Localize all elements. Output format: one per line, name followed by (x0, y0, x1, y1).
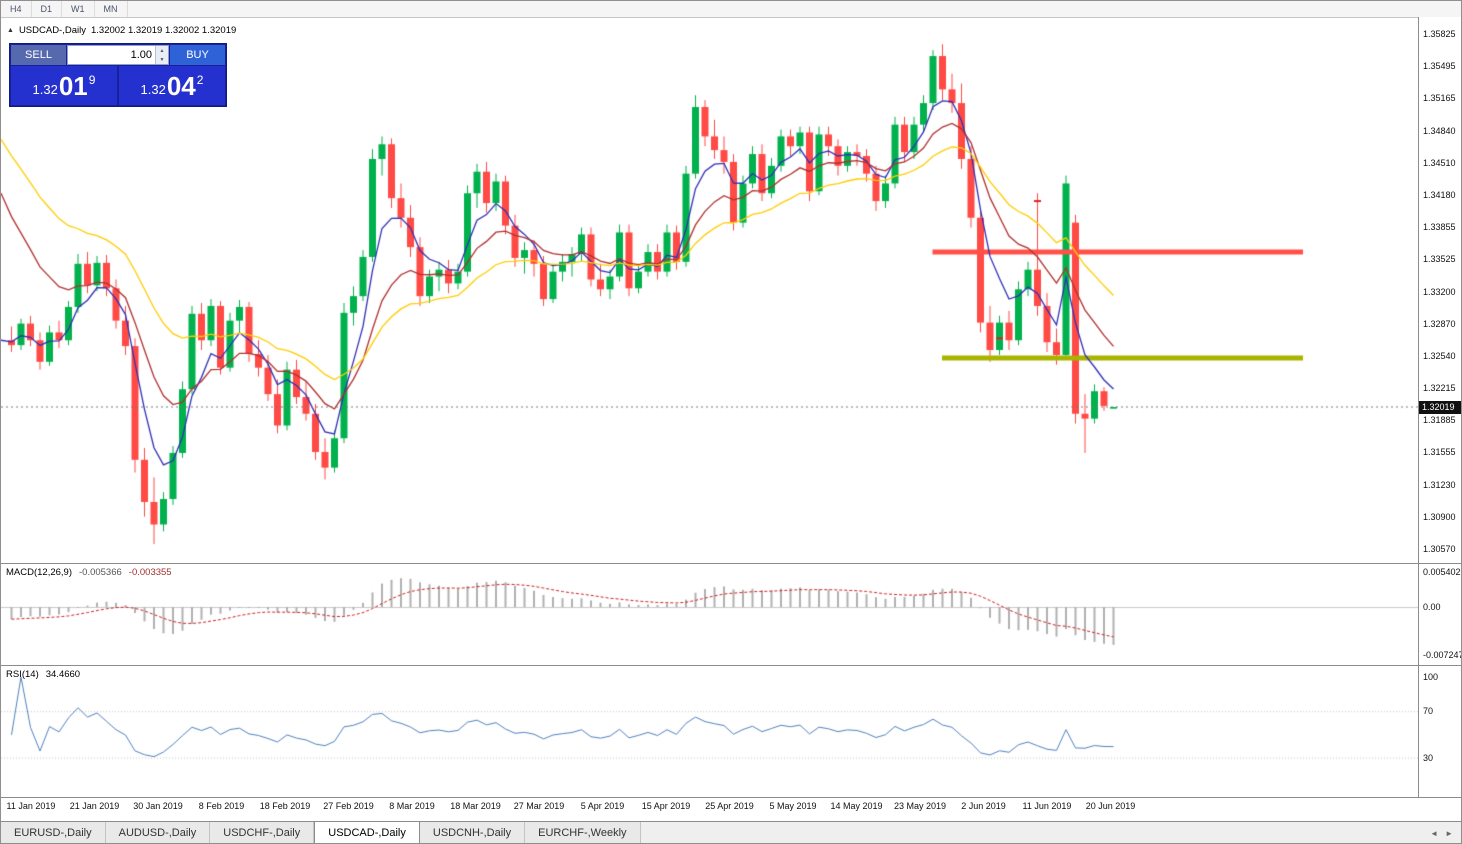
rsi-indicator-canvas[interactable] (1, 666, 1418, 797)
time-axis-label: 11 Jun 2019 (1022, 801, 1072, 811)
time-axis[interactable]: 11 Jan 2019 21 Jan 2019 30 Jan 2019 8 Feb 2… (1, 798, 1418, 820)
time-axis-label: 11 Jan 2019 (6, 801, 56, 811)
macd-label: MACD(12,26,9) -0.005366 -0.003355 (6, 567, 172, 578)
volume-decrease-button[interactable]: ▼ (156, 55, 168, 64)
time-axis-label: 8 Mar 2019 (389, 801, 435, 811)
price-axis-label: 1.32215 (1423, 383, 1456, 394)
rsi-axis-label: 100 (1423, 672, 1439, 682)
price-axis-label: 1.35825 (1423, 29, 1456, 39)
timeframe-button-w1[interactable]: W1 (62, 1, 95, 17)
sell-price-display[interactable]: 1.32 01 9 (11, 66, 117, 105)
sell-price-prefix: 1.32 (32, 81, 58, 97)
buy-price-pip: 2 (196, 72, 204, 87)
price-axis-label: 1.33200 (1423, 286, 1456, 297)
macd-axis-label: 0.00 (1423, 602, 1441, 612)
buy-price-display[interactable]: 1.32 04 2 (119, 66, 225, 105)
macd-axis-label: -0.007247 (1423, 650, 1462, 660)
price-axis-label: 1.35495 (1423, 61, 1456, 72)
macd-indicator-canvas[interactable] (1, 564, 1418, 665)
collapse-triangle-icon[interactable]: ▲ (7, 27, 14, 34)
price-axis-label: 1.34840 (1423, 125, 1456, 136)
rsi-label: RSI(14) 34.4660 (6, 669, 80, 680)
time-axis-label: 5 May 2019 (769, 801, 817, 811)
time-axis-label: 25 Apr 2019 (705, 801, 754, 811)
price-axis-label: 1.35165 (1423, 93, 1456, 104)
time-axis-label: 27 Mar 2019 (513, 801, 565, 811)
tab-usdcnh-daily[interactable]: USDCNH-,Daily (419, 822, 526, 843)
price-axis-label: 1.30570 (1423, 544, 1456, 554)
tab-usdchf-daily[interactable]: USDCHF-,Daily (210, 822, 315, 843)
price-chart-canvas[interactable] (1, 17, 1418, 563)
timeframe-button-mn[interactable]: MN (95, 1, 128, 17)
time-axis-label: 14 May 2019 (830, 801, 883, 811)
time-axis-label: 18 Mar 2019 (450, 801, 501, 811)
volume-increase-button[interactable]: ▲ (156, 46, 168, 55)
current-price-tag: 1.32019 (1419, 400, 1461, 414)
panel-separator[interactable] (1, 665, 1461, 666)
panel-separator[interactable] (1, 563, 1461, 564)
time-axis-label: 23 May 2019 (893, 801, 947, 811)
tab-scroll-right-icon[interactable]: ► (1445, 828, 1453, 838)
volume-input[interactable]: 1.00 ▲ ▼ (67, 45, 169, 65)
time-axis-label: 15 Apr 2019 (641, 801, 691, 811)
time-axis-label: 21 Jan 2019 (69, 801, 120, 811)
time-axis-label: 2 Jun 2019 (961, 801, 1006, 811)
panel-separator[interactable] (1, 797, 1461, 798)
chart-title: ▲ USDCAD-,Daily 1.32002 1.32019 1.32002 … (7, 25, 236, 36)
tab-scroll-left-icon[interactable]: ◄ (1430, 828, 1439, 838)
price-axis-label: 1.34510 (1423, 157, 1456, 168)
price-axis-label: 1.30900 (1423, 511, 1456, 522)
time-axis-label: 30 Jan 2019 (133, 801, 183, 811)
chart-tabs-bar: EURUSD-,Daily AUDUSD-,Daily USDCHF-,Daily U… (1, 821, 1461, 843)
timeframe-button-h4[interactable]: H4 (1, 1, 32, 17)
one-click-trading-panel: SELL 1.00 ▲ ▼ BUY 1.32 01 9 1.32 04 2 (9, 43, 227, 107)
sell-price-digits: 01 (58, 70, 88, 101)
rsi-axis-label: 70 (1423, 706, 1434, 716)
buy-button[interactable]: BUY (170, 45, 225, 65)
time-axis-label: 20 Jun 2019 (1085, 801, 1136, 811)
price-axis-label: 1.32870 (1423, 318, 1456, 329)
time-axis-label: 8 Feb 2019 (198, 801, 245, 811)
timeframe-button-d1[interactable]: D1 (32, 1, 63, 17)
volume-value[interactable]: 1.00 (130, 49, 152, 61)
buy-price-prefix: 1.32 (140, 81, 166, 97)
tab-eurchf-weekly[interactable]: EURCHF-,Weekly (525, 822, 641, 843)
tab-eurusd-daily[interactable]: EURUSD-,Daily (1, 822, 106, 843)
price-axis-label: 1.31555 (1423, 447, 1456, 458)
price-axis-label: 1.31230 (1423, 479, 1456, 490)
rsi-value: 34.4660 (45, 669, 81, 680)
rsi-name: RSI(14) (6, 669, 39, 680)
macd-main-value: -0.005366 (79, 567, 122, 578)
macd-axis-label: 0.005402 (1423, 566, 1461, 577)
price-axis[interactable]: 1.35825 1.35495 1.35165 1.34840 1.34510 1.341… (1418, 17, 1462, 797)
timeframe-toolbar: H4 D1 W1 MN (1, 1, 1461, 18)
rsi-axis-label: 30 (1423, 753, 1434, 763)
price-axis-label: 1.32540 (1423, 350, 1456, 361)
tab-audusd-daily[interactable]: AUDUSD-,Daily (105, 822, 211, 843)
price-axis-label: 1.31885 (1423, 415, 1456, 426)
time-axis-label: 18 Feb 2019 (259, 801, 311, 811)
macd-signal-value: -0.003355 (128, 567, 172, 578)
time-axis-label: 27 Feb 2019 (323, 801, 374, 811)
volume-spinner: ▲ ▼ (155, 46, 168, 64)
price-axis-label: 1.33525 (1423, 254, 1456, 265)
sell-button[interactable]: SELL (11, 45, 66, 65)
chart-symbol-label: USDCAD-,Daily (18, 25, 86, 36)
chart-ohlc-values: 1.32002 1.32019 1.32002 1.32019 (90, 25, 237, 36)
tab-usdcad-daily[interactable]: USDCAD-,Daily (314, 822, 420, 843)
price-axis-label: 1.33855 (1423, 222, 1456, 233)
macd-name: MACD(12,26,9) (6, 567, 72, 578)
buy-price-digits: 04 (166, 70, 196, 101)
sell-price-pip: 9 (88, 72, 96, 87)
price-axis-label: 1.34180 (1423, 189, 1456, 200)
time-axis-label: 5 Apr 2019 (580, 801, 625, 811)
